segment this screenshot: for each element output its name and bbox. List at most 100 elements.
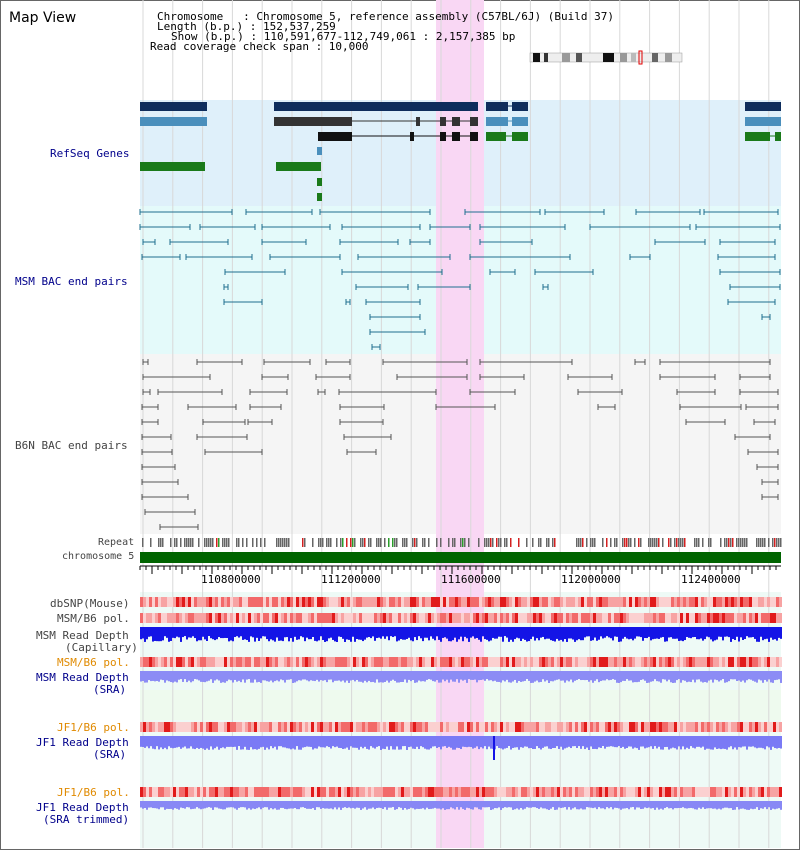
jf1-b6-pol-strip xyxy=(374,722,377,732)
track-label-refseq[interactable]: RefSeq Genes xyxy=(50,147,130,160)
track-label-msm-depth-sra[interactable]: MSM Read Depth xyxy=(36,671,129,684)
msm-depth-sra-bar xyxy=(258,671,260,682)
track-label-msm-bac[interactable]: MSM BAC end pairs xyxy=(15,275,128,288)
jf1-depth-sra-bar xyxy=(368,736,370,750)
jf1-depth-trimmed-bar xyxy=(560,801,562,809)
msm-b6-pol-strip xyxy=(599,613,602,623)
repeat-mark xyxy=(312,538,314,547)
msm-depth-sra-bar xyxy=(332,671,334,683)
msm-depth-capillary-bar xyxy=(682,627,684,642)
jf1-depth-trimmed-bar xyxy=(666,801,668,808)
jf1-depth-trimmed-bar xyxy=(486,801,488,808)
msm-depth-sra-bar xyxy=(558,671,560,680)
msm-depth-capillary-bar xyxy=(404,627,406,640)
dbsnp-strip xyxy=(635,597,638,607)
repeat-mark xyxy=(364,538,366,547)
dbsnp-strip xyxy=(746,597,749,607)
jf1-b6-pol-strip xyxy=(518,722,521,732)
msm-depth-sra-bar xyxy=(388,671,390,683)
msm-b6-pol-sra-strip xyxy=(530,657,533,667)
msm-b6-pol-sra-strip xyxy=(302,657,305,667)
jf1-depth-sra-bar xyxy=(210,736,212,747)
jf1-depth-sra-bar xyxy=(552,736,554,749)
repeat-mark xyxy=(580,538,582,547)
jf1-depth-sra-bar xyxy=(226,736,228,747)
repeat-mark xyxy=(226,538,228,547)
jf1-depth-trimmed-bar xyxy=(168,801,170,809)
msm-b6-pol-strip xyxy=(647,613,650,623)
track-label-msm-b6-pol-1[interactable]: MSM/B6 pol. xyxy=(57,612,130,625)
jf1-depth-sra-bar xyxy=(692,736,694,748)
msm-depth-sra-bar xyxy=(346,671,348,681)
msm-b6-pol-strip xyxy=(509,613,512,623)
jf1-b6-pol-strip xyxy=(209,722,212,732)
repeat-mark xyxy=(610,538,612,547)
jf1-b6-pol-strip xyxy=(311,722,314,732)
msm-depth-sra-bar xyxy=(538,671,540,683)
msm-depth-sra-bar xyxy=(562,671,564,681)
jf1-b6-pol-strip xyxy=(779,722,782,732)
msm-depth-capillary-bar xyxy=(406,627,408,639)
jf1-depth-trimmed-bar xyxy=(644,801,646,808)
track-label-jf1-b6-pol-1[interactable]: JF1/B6 pol. xyxy=(57,721,130,734)
ideogram-band xyxy=(603,53,614,62)
jf1-b6-pol-strip xyxy=(521,722,524,732)
track-label-dbsnp[interactable]: dbSNP(Mouse) xyxy=(50,597,130,610)
msm-b6-pol-sra-strip xyxy=(632,657,635,667)
jf1-b6-pol-strip xyxy=(599,722,602,732)
msm-depth-sra-bar xyxy=(638,671,640,682)
jf1-depth-trimmed-bar xyxy=(218,801,220,809)
jf1-b6-pol-trimmed-strip xyxy=(338,787,341,797)
jf1-depth-trimmed-bar xyxy=(404,801,406,808)
jf1-depth-sra-bar xyxy=(420,736,422,747)
track-label-msm-depth-capillary[interactable]: MSM Read Depth xyxy=(36,629,129,642)
gene-dark-4-exon xyxy=(745,102,781,111)
msm-b6-pol-sra-strip xyxy=(371,657,374,667)
msm-b6-pol-sra-strip xyxy=(284,657,287,667)
dbsnp-strip xyxy=(566,597,569,607)
jf1-b6-pol-strip xyxy=(719,722,722,732)
msm-depth-sra-bar xyxy=(488,671,490,681)
jf1-depth-trimmed-bar xyxy=(432,801,434,809)
dbsnp-strip xyxy=(767,597,770,607)
jf1-depth-trimmed-bar xyxy=(480,801,482,810)
jf1-depth-trimmed-bar xyxy=(172,801,174,810)
jf1-b6-pol-strip xyxy=(317,722,320,732)
jf1-b6-pol-trimmed-strip xyxy=(344,787,347,797)
jf1-depth-trimmed-bar xyxy=(360,801,362,810)
dbsnp-strip xyxy=(422,597,425,607)
track-label-jf1-b6-pol-2[interactable]: JF1/B6 pol. xyxy=(57,786,130,799)
jf1-b6-pol-trimmed-strip xyxy=(692,787,695,797)
track-label-jf1-depth-trimmed[interactable]: JF1 Read Depth xyxy=(36,801,129,814)
jf1-depth-sra-bar xyxy=(672,736,674,748)
track-label-msm-b6-pol-2[interactable]: MSM/B6 pol. xyxy=(57,656,130,669)
jf1-b6-pol-trimmed-strip xyxy=(209,787,212,797)
dbsnp-strip xyxy=(275,597,278,607)
track-label-jf1-depth-sra[interactable]: JF1 Read Depth xyxy=(36,736,129,749)
jf1-depth-trimmed-bar xyxy=(510,801,512,808)
msm-b6-pol-strip xyxy=(290,613,293,623)
jf1-b6-pol-strip xyxy=(659,722,662,732)
jf1-depth-trimmed-bar xyxy=(474,801,476,808)
track-label-repeat[interactable]: Repeat xyxy=(98,537,135,548)
dbsnp-strip xyxy=(467,597,470,607)
jf1-depth-sra-bar xyxy=(440,736,442,750)
msm-depth-sra-bar xyxy=(454,671,456,682)
jf1-depth-sra-bar xyxy=(390,736,392,747)
msm-b6-pol-strip xyxy=(479,613,482,623)
msm-depth-sra-bar xyxy=(480,671,482,681)
track-label-chromosome[interactable]: chromosome 5 xyxy=(62,551,135,562)
jf1-depth-trimmed-bar xyxy=(696,801,698,810)
msm-b6-pol-strip xyxy=(173,613,176,623)
dbsnp-strip xyxy=(569,597,572,607)
jf1-b6-pol-strip xyxy=(470,722,473,732)
jf1-b6-pol-trimmed-strip xyxy=(773,787,776,797)
msm-depth-sra-bar xyxy=(252,671,254,683)
dbsnp-strip xyxy=(239,597,242,607)
track-label-b6n-bac[interactable]: B6N BAC end pairs xyxy=(15,439,128,452)
msm-b6-pol-strip xyxy=(449,613,452,623)
msm-depth-capillary-bar xyxy=(562,627,564,642)
dbsnp-strip xyxy=(542,597,545,607)
dbsnp-strip xyxy=(380,597,383,607)
